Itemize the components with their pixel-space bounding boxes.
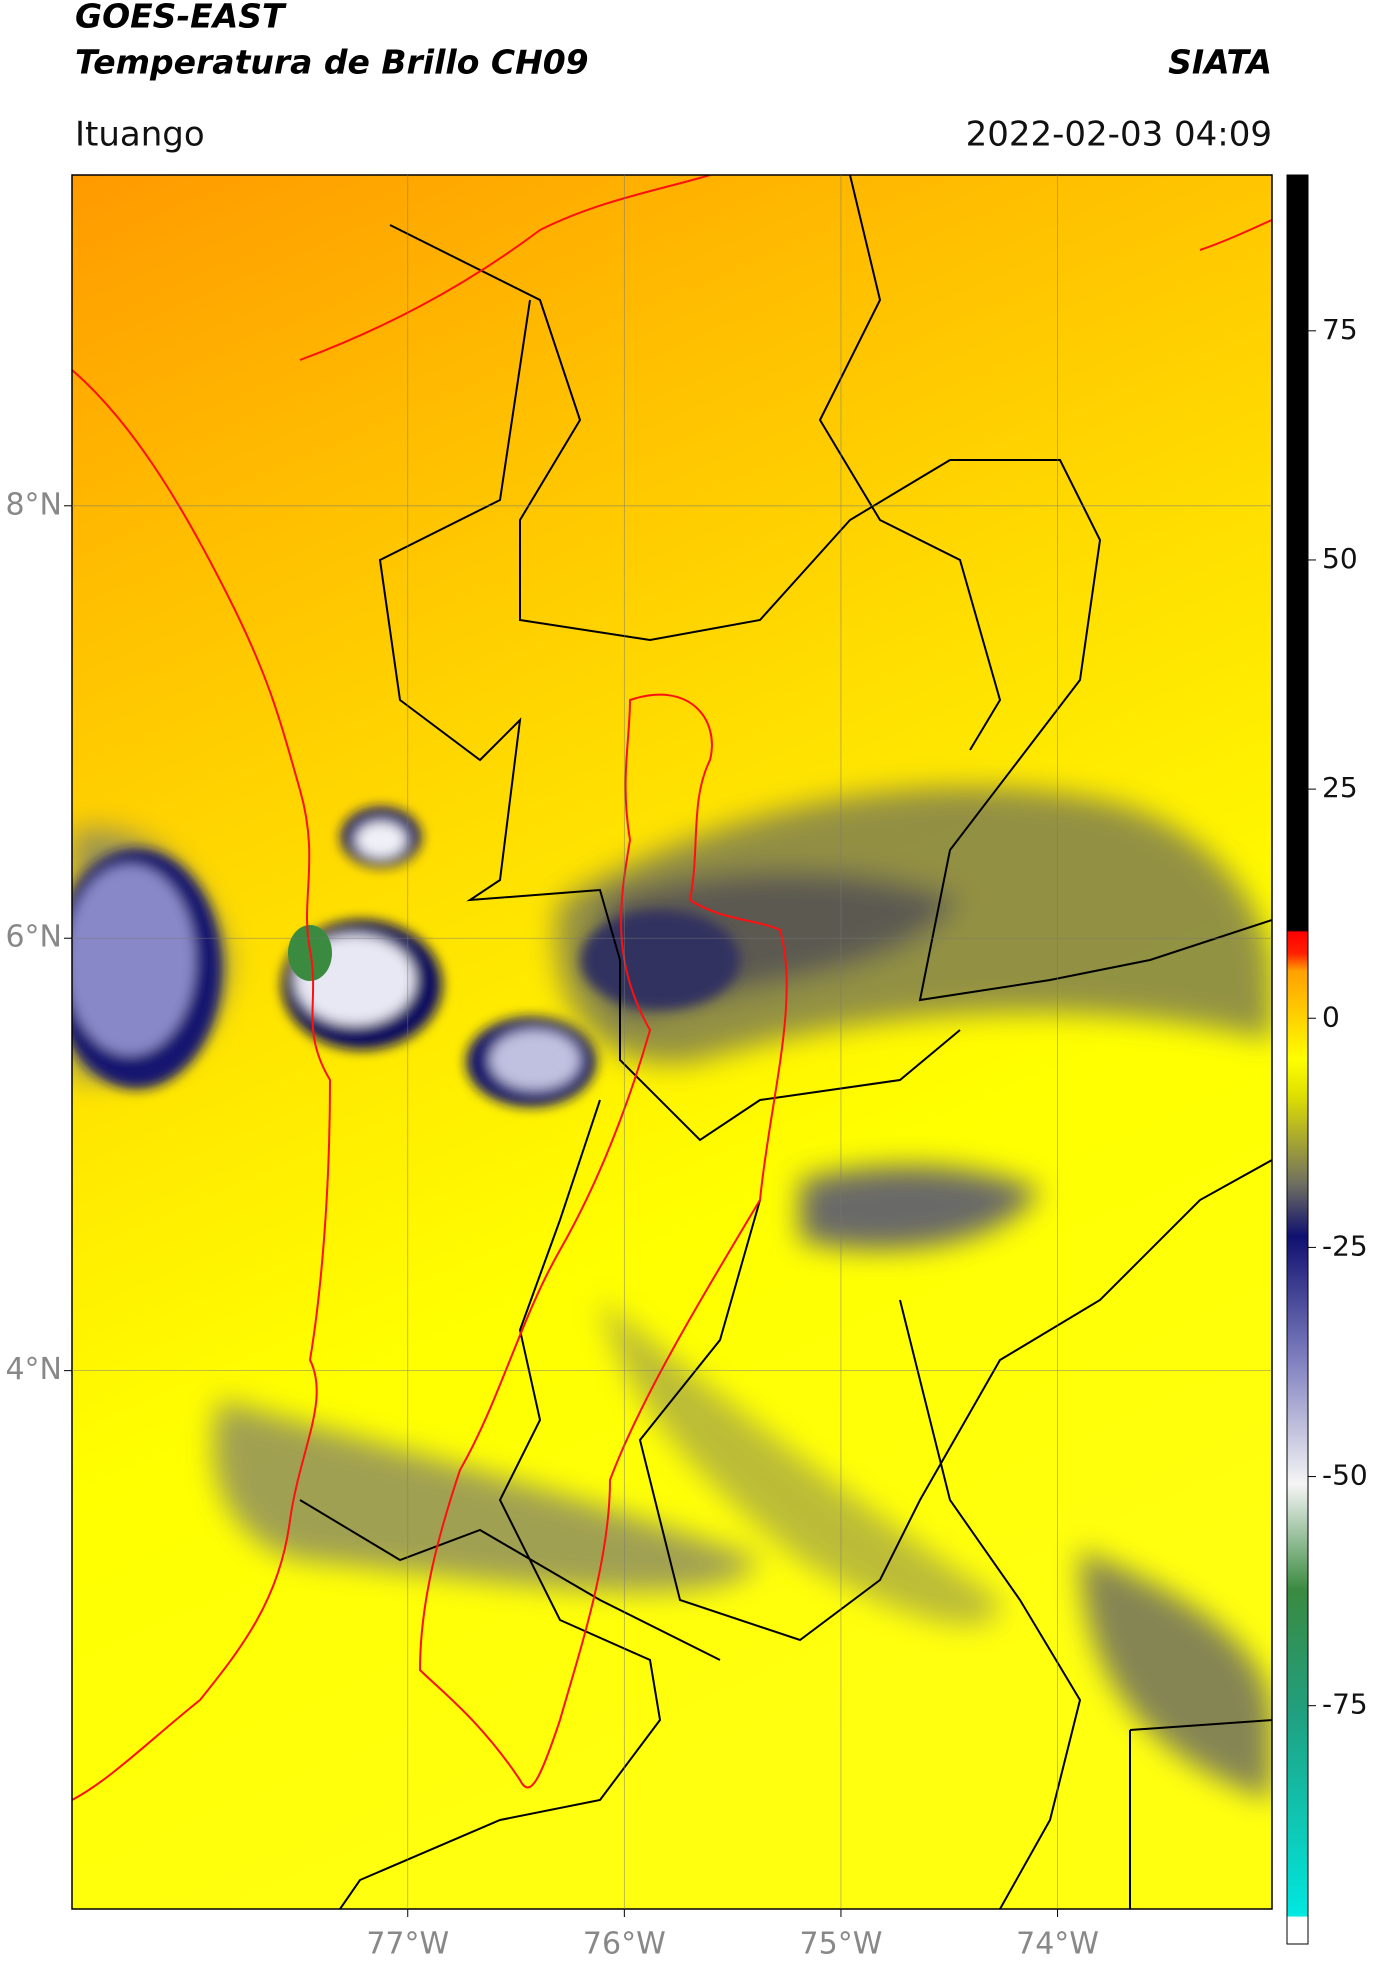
x-tick-label: 75°W (800, 1927, 883, 1962)
x-tick-label: 77°W (366, 1927, 449, 1962)
colorbar-tick-label: 0 (1322, 1000, 1340, 1033)
organization: SIATA (1168, 43, 1272, 82)
map-frame (71, 174, 1273, 1910)
colorbar (1286, 174, 1309, 1945)
y-tick-label: 6°N (5, 920, 62, 955)
x-tick-label: 74°W (1016, 1927, 1099, 1962)
colorbar-tick-label: 25 (1322, 771, 1358, 804)
y-tick-label: 4°N (5, 1352, 62, 1387)
colorbar-tick-label: -25 (1322, 1229, 1368, 1262)
title: GOES-EAST (75, 0, 287, 36)
colorbar-tick-label: 75 (1322, 313, 1358, 346)
location: Ituango (75, 115, 205, 155)
y-tick-label: 8°N (5, 487, 62, 522)
colorbar-tick-label: 50 (1322, 542, 1358, 575)
datetime: 2022-02-03 04:09 (966, 115, 1272, 155)
x-tick-label: 76°W (583, 1927, 666, 1962)
colorbar-tick-label: -75 (1322, 1688, 1368, 1721)
subtitle: Temperatura de Brillo CH09 (75, 43, 589, 82)
map-image (72, 175, 1272, 1909)
colorbar-tick-label: -50 (1322, 1459, 1368, 1492)
